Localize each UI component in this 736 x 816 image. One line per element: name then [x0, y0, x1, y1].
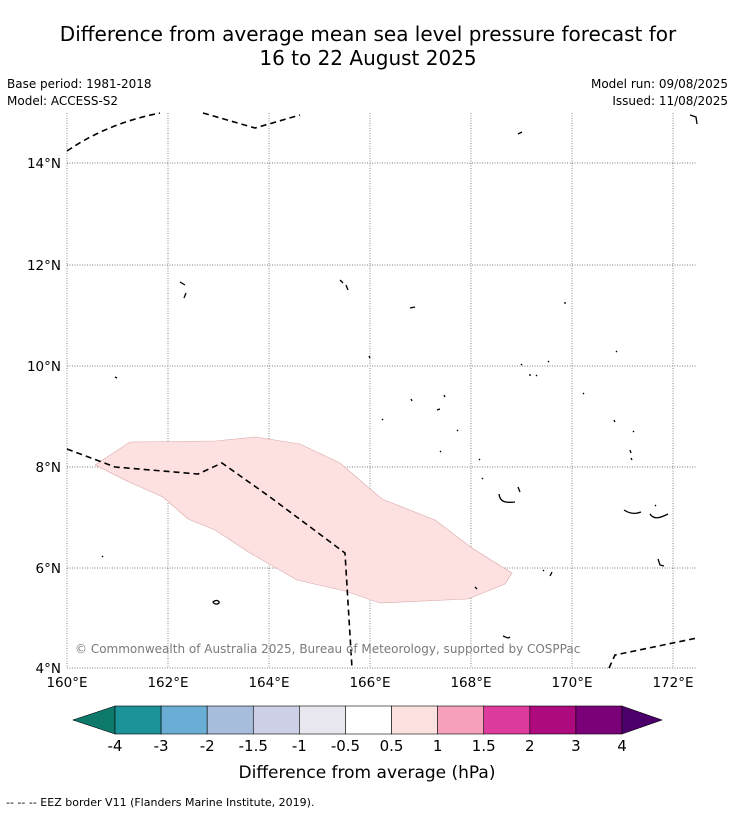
colorbar-tick-label: -3	[154, 737, 169, 755]
lon-tick-label: 170°E	[551, 675, 592, 691]
lon-tick-label: 166°E	[349, 675, 390, 691]
colorbar-tick-label: -4	[108, 737, 123, 755]
lon-tick-label: 164°E	[248, 675, 289, 691]
colorbar-tick-label: 0.5	[380, 737, 404, 755]
colorbar-title: Difference from average (hPa)	[239, 763, 496, 783]
lat-tick-label: 4°N	[36, 661, 61, 677]
copyright-notice: © Commonwealth of Australia 2025, Bureau…	[75, 642, 580, 656]
colorbar-swatch	[575, 705, 623, 735]
colorbar-tick-label: -1	[292, 737, 307, 755]
lat-tick-label: 6°N	[36, 561, 61, 577]
lat-tick-label: 14°N	[27, 156, 61, 172]
eez-legend-note: -- -- -- EEZ border V11 (Flanders Marine…	[6, 796, 315, 809]
lat-tick-label: 10°N	[27, 359, 61, 375]
colorbar-tick-label: -2	[200, 737, 215, 755]
colorbar-swatch	[114, 705, 162, 735]
colorbar-swatch	[437, 705, 485, 735]
colorbar-extend-high	[621, 705, 663, 735]
colorbar-swatch	[252, 705, 300, 735]
model-label: Model: ACCESS-S2	[7, 94, 119, 108]
pressure-anomaly-region	[94, 436, 513, 604]
colorbar-tick-label: -0.5	[331, 737, 360, 755]
base-period-label: Base period: 1981-2018	[7, 77, 152, 91]
lon-tick-label: 168°E	[450, 675, 491, 691]
colorbar-tick-label: -1.5	[239, 737, 268, 755]
colorbar-swatch	[345, 705, 392, 735]
colorbar-tick-label: 1.5	[472, 737, 496, 755]
colorbar-swatch	[391, 705, 438, 735]
lon-tick-label: 172°E	[652, 675, 693, 691]
colorbar-tick-label: 2	[525, 737, 535, 755]
eez-borders	[66, 112, 698, 669]
lat-tick-label: 8°N	[36, 460, 61, 476]
colorbar: -4 -3 -2 -1.5 -1 -0.5 0.5 1 1.5 2 3 4	[72, 705, 663, 755]
colorbar-swatch	[529, 705, 577, 735]
island-outlines	[101, 114, 698, 639]
colorbar-swatch	[483, 705, 531, 735]
colorbar-tick-label: 3	[571, 737, 581, 755]
colorbar-swatch	[299, 705, 346, 735]
chart-title-line2: 16 to 22 August 2025	[259, 46, 477, 70]
colorbar-tick-label: 4	[617, 737, 627, 755]
lat-tick-label: 12°N	[27, 258, 61, 274]
issued-label: Issued: 11/08/2025	[612, 94, 728, 108]
map-figure: 160°E 162°E 164°E 166°E 168°E 170°E 172°…	[27, 112, 698, 783]
colorbar-tick-label: 1	[433, 737, 443, 755]
lon-tick-label: 160°E	[46, 675, 87, 691]
lon-tick-label: 162°E	[147, 675, 188, 691]
colorbar-extend-low	[72, 705, 116, 735]
model-run-label: Model run: 09/08/2025	[590, 77, 728, 91]
colorbar-swatch	[206, 705, 254, 735]
chart-title-line1: Difference from average mean sea level p…	[59, 22, 677, 46]
colorbar-swatch	[160, 705, 208, 735]
